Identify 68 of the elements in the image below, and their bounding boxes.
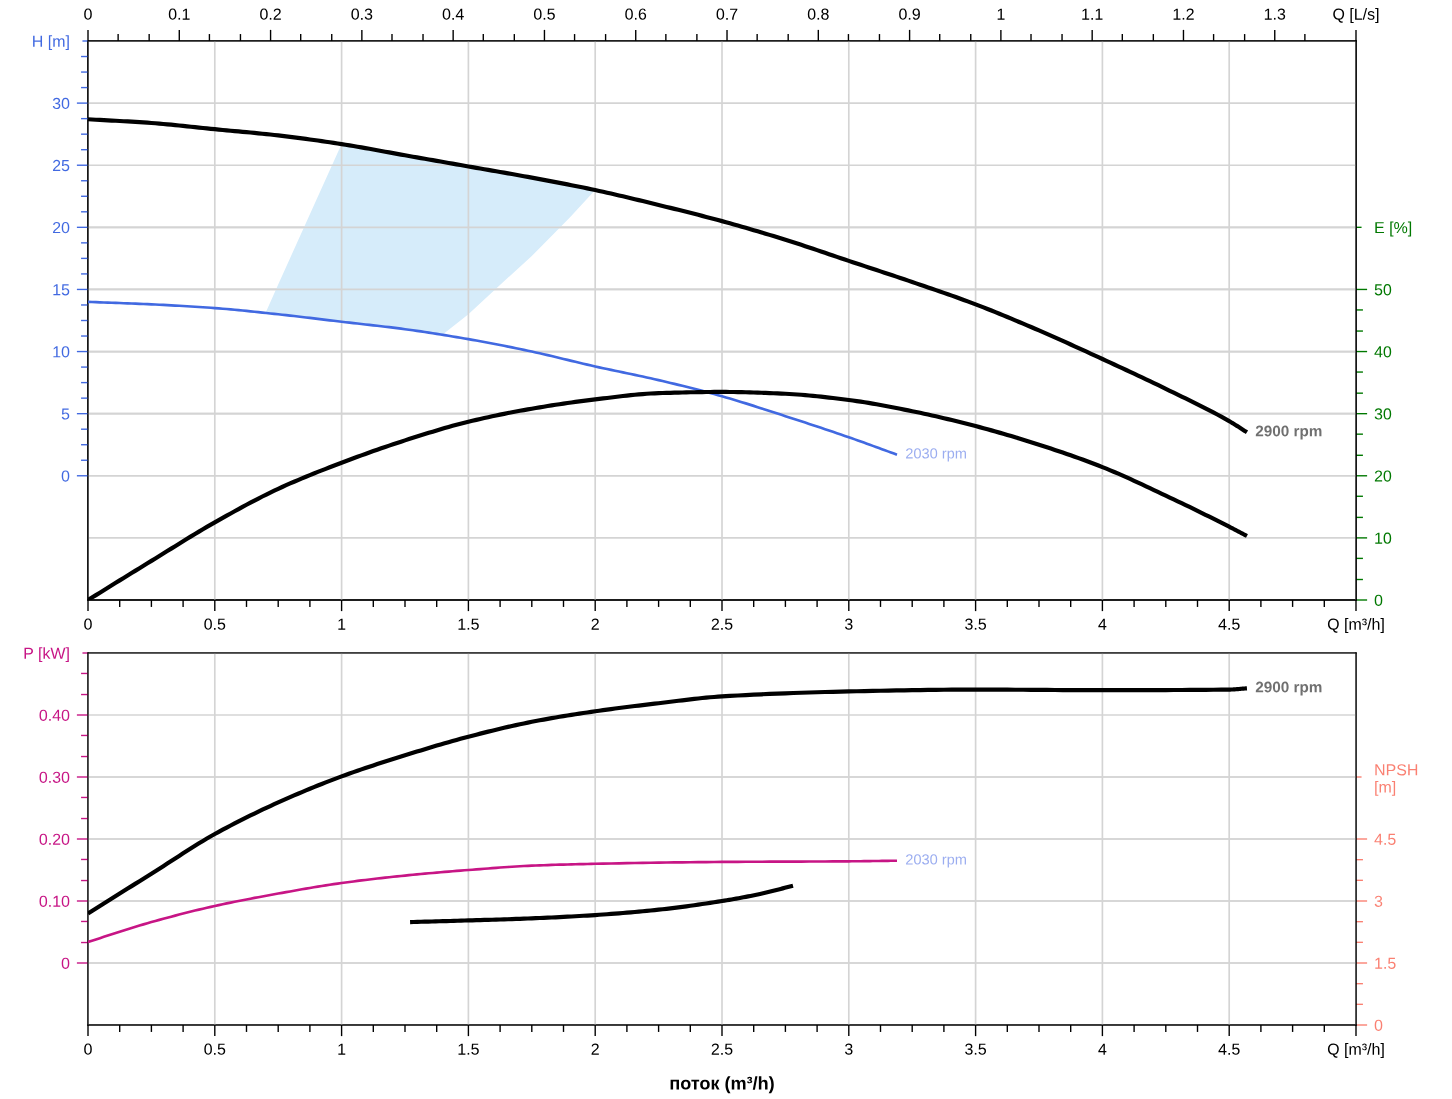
y2-tick-label: 30: [1374, 408, 1392, 420]
y2-tick-label: 1.5: [1375, 957, 1396, 969]
x-tick-label: 1.5: [458, 1043, 479, 1055]
y-tick-label: 25: [52, 159, 70, 172]
x2-tick-label: 0.1: [168, 8, 190, 20]
x2-tick-label: 0.9: [899, 8, 920, 20]
y-tick-label: 0.40: [39, 709, 70, 721]
x2-tick-label: 0.5: [533, 8, 555, 20]
x-tick-label: 4: [1098, 1043, 1107, 1055]
x-tick-label: 3.5: [965, 1043, 987, 1055]
x-axis-title: Q [m³/h]: [1327, 618, 1384, 633]
x2-tick-label: 0: [84, 8, 92, 20]
x2-tick-label: 0.7: [716, 8, 738, 20]
x-tick-label: 0: [84, 1043, 92, 1055]
x-tick-label: 1: [338, 1043, 346, 1055]
x-tick-label: 3: [844, 1043, 853, 1055]
x2-tick-label: 0.3: [351, 8, 373, 20]
x-tick-label: 2.5: [711, 1043, 733, 1055]
y2-tick-label: 0: [1374, 1019, 1383, 1031]
x-tick-label: 2.5: [711, 618, 733, 630]
x-tick-label: 4: [1098, 618, 1107, 630]
y-tick-label: 0.30: [39, 771, 70, 783]
y-tick-label: 0.10: [39, 895, 70, 907]
y-tick-label: 0: [61, 957, 70, 969]
x-tick-label: 1.5: [458, 618, 479, 630]
x-tick-label: 2: [591, 1043, 599, 1055]
y2-tick-label: 0: [1374, 594, 1383, 606]
series-label: 2030 rpm: [906, 448, 966, 462]
x2-tick-label: 0.2: [260, 8, 281, 20]
series-label: 2030 rpm: [906, 854, 966, 868]
y-tick-label: 0.20: [39, 833, 70, 845]
series-label: 2900 rpm: [1255, 425, 1322, 440]
y2-tick-label: 50: [1374, 284, 1392, 296]
x2-tick-label: 0.8: [807, 8, 829, 20]
y-tick-label: 5: [61, 408, 70, 420]
x-tick-label: 3: [844, 618, 853, 630]
text: поток (m³/h): [670, 1076, 774, 1094]
y-tick-label: 10: [53, 346, 70, 358]
x-tick-label: 2: [591, 618, 599, 630]
y2-tick-label: 10: [1375, 532, 1392, 544]
x-axis-title: Q [m³/h]: [1327, 1043, 1384, 1058]
y-tick-label: 30: [52, 97, 70, 110]
x2-tick-label: 1: [997, 8, 1005, 20]
x2-tick-label: 1.1: [1082, 8, 1103, 20]
x2-tick-label: 0.6: [625, 8, 647, 20]
y2-axis-title: E [%]: [1375, 221, 1412, 237]
x-tick-label: 4.5: [1218, 1043, 1240, 1055]
y2-tick-label: 3: [1374, 895, 1383, 907]
x-tick-label: 3.5: [965, 618, 987, 630]
y-axis-title: P [kW]: [24, 647, 69, 663]
x-tick-label: 0.5: [204, 618, 226, 630]
y-axis-title: H [m]: [33, 35, 69, 51]
x2-axis-title: Q [L/s]: [1333, 8, 1379, 23]
x-tick-label: 4.5: [1218, 618, 1240, 630]
x-tick-label: 0.5: [204, 1043, 226, 1055]
y-tick-label: 20: [52, 221, 70, 234]
x-tick-label: 0: [84, 618, 92, 630]
y-tick-label: 15: [53, 284, 70, 296]
x-tick-label: 1: [338, 618, 346, 630]
y-tick-label: 0: [61, 470, 70, 482]
y2-tick-label: 4.5: [1374, 833, 1396, 845]
y2-tick-label: 20: [1374, 470, 1392, 482]
x2-tick-label: 0.4: [442, 8, 464, 20]
y2-axis-title: NPSH [m]: [1375, 764, 1418, 796]
x2-tick-label: 1.2: [1173, 8, 1194, 20]
x2-tick-label: 1.3: [1264, 8, 1286, 20]
series-label: 2900 rpm: [1255, 681, 1322, 696]
y2-tick-label: 40: [1374, 346, 1392, 358]
